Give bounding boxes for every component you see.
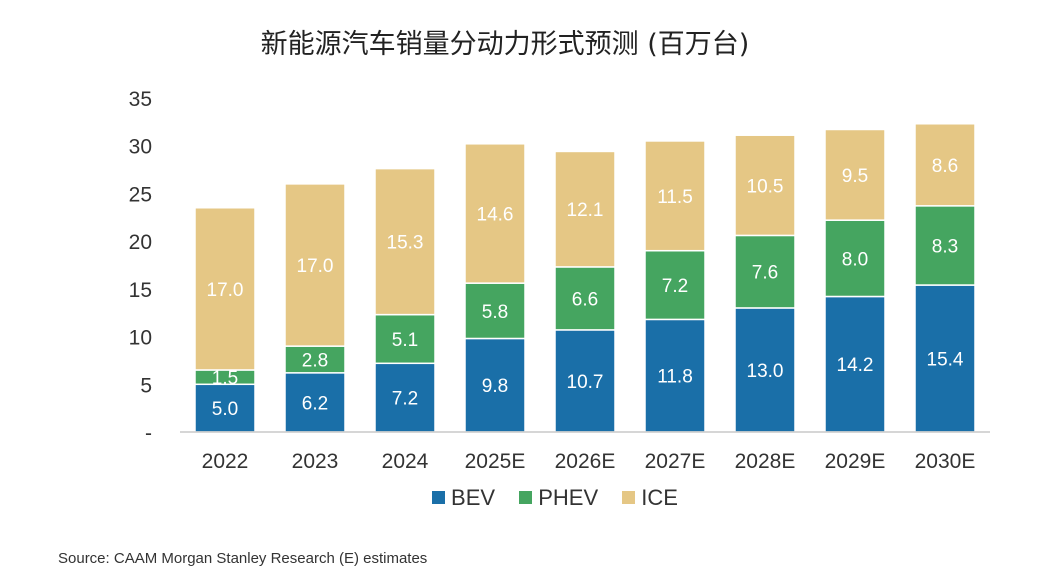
data-label-bev-2024: 7.2 — [392, 389, 418, 410]
data-label-bev-2025e: 9.8 — [482, 376, 508, 397]
x-tick-label-2030e: 2030E — [915, 450, 976, 473]
bar-bev-2024 — [374, 362, 436, 433]
bar-ice-2030e — [914, 123, 976, 207]
data-label-ice-2028e: 10.5 — [747, 176, 784, 197]
source-note: Source: CAAM Morgan Stanley Research (E)… — [58, 550, 428, 567]
data-label-bev-2030e: 15.4 — [927, 350, 964, 371]
y-tick-label-3: 15 — [129, 279, 152, 302]
bar-bev-2023 — [284, 372, 346, 433]
legend-item-bev: BEV — [432, 484, 495, 511]
data-label-bev-2027e: 11.8 — [657, 367, 693, 388]
data-label-phev-2029e: 8.0 — [842, 249, 868, 270]
data-label-phev-2028e: 7.6 — [752, 263, 778, 284]
x-tick-label-2026e: 2026E — [555, 450, 616, 473]
legend-label-phev: PHEV — [538, 485, 599, 511]
legend-label-bev: BEV — [451, 485, 496, 511]
bar-phev-2026e — [554, 266, 616, 331]
bar-ice-2028e — [734, 134, 796, 237]
legend-swatch-ice — [622, 491, 636, 504]
legend-swatch-bev — [432, 491, 446, 504]
data-label-ice-2022: 17.0 — [207, 280, 244, 301]
bar-ice-2029e — [824, 128, 886, 221]
data-label-bev-2029e: 14.2 — [837, 355, 874, 376]
legend-item-phev: PHEV — [519, 484, 598, 511]
x-tick-label-2024: 2024 — [382, 450, 429, 473]
bar-phev-2030e — [914, 205, 976, 286]
bar-bev-2030e — [914, 284, 976, 433]
y-tick-label-5: 25 — [129, 183, 152, 206]
data-label-bev-2026e: 10.7 — [567, 372, 604, 393]
data-label-ice-2029e: 9.5 — [842, 166, 868, 187]
bar-ice-2022 — [194, 206, 256, 371]
x-tick-label-2028e: 2028E — [735, 450, 796, 473]
legend-swatch-phev — [519, 491, 533, 504]
data-label-bev-2028e: 13.0 — [747, 361, 784, 382]
x-tick-label-2023: 2023 — [292, 450, 339, 473]
bar-bev-2025e — [464, 337, 526, 433]
x-tick-label-2022: 2022 — [202, 450, 249, 473]
data-label-ice-2030e: 8.6 — [932, 156, 958, 177]
y-tick-label-1: 5 — [140, 374, 152, 397]
data-label-ice-2023: 17.0 — [297, 256, 334, 277]
bar-ice-2025e — [464, 143, 526, 284]
bar-bev-2028e — [734, 307, 796, 433]
legend-item-ice: ICE — [622, 484, 678, 511]
legend-label-ice: ICE — [641, 485, 678, 511]
y-tick-label-2: 10 — [129, 327, 152, 350]
data-label-bev-2023: 6.2 — [302, 393, 328, 414]
x-tick-label-2027e: 2027E — [645, 450, 706, 473]
x-tick-label-2025e: 2025E — [465, 450, 526, 473]
legend: BEV PHEV ICE — [0, 484, 1055, 511]
data-label-phev-2022: 1.5 — [212, 368, 238, 389]
data-label-bev-2022: 5.0 — [212, 399, 238, 420]
data-label-phev-2030e: 8.3 — [932, 236, 958, 257]
data-label-ice-2027e: 11.5 — [657, 187, 693, 208]
bar-bev-2027e — [644, 318, 706, 433]
data-label-phev-2025e: 5.8 — [482, 302, 508, 323]
chart-title: 新能源汽车销量分动力形式预测 (百万台) — [260, 29, 750, 60]
bar-ice-2024 — [374, 167, 436, 316]
data-label-phev-2023: 2.8 — [302, 350, 328, 371]
bar-phev-2028e — [734, 234, 796, 309]
data-label-phev-2027e: 7.2 — [662, 276, 688, 297]
bar-phev-2025e — [464, 282, 526, 340]
bar-ice-2026e — [554, 150, 616, 268]
bar-phev-2024 — [374, 313, 436, 365]
bar-ice-2023 — [284, 183, 346, 347]
x-tick-label-2029e: 2029E — [825, 450, 886, 473]
data-label-ice-2024: 15.3 — [387, 233, 424, 254]
y-tick-label-7: 35 — [129, 88, 152, 111]
y-tick-label-6: 30 — [129, 136, 152, 159]
y-tick-label-0: - — [145, 422, 152, 445]
bar-ice-2027e — [644, 140, 706, 252]
data-label-ice-2025e: 14.6 — [477, 204, 514, 225]
bar-phev-2023 — [284, 345, 346, 374]
y-tick-label-4: 20 — [129, 231, 152, 254]
data-label-phev-2026e: 6.6 — [572, 289, 598, 310]
data-label-phev-2024: 5.1 — [392, 330, 418, 351]
data-label-ice-2026e: 12.1 — [567, 200, 604, 221]
bar-bev-2029e — [824, 295, 886, 433]
bar-phev-2027e — [644, 249, 706, 321]
